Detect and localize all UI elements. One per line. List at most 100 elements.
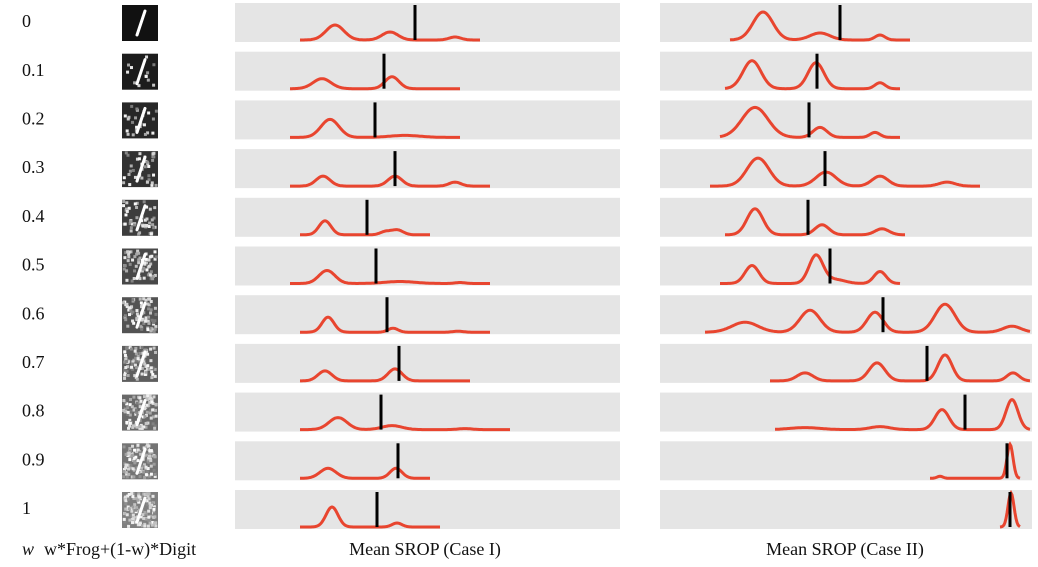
thumbnail-noise — [152, 320, 156, 324]
thumbnail-noise — [153, 257, 157, 261]
thumbnail-noise — [151, 494, 155, 498]
thumbnail-noise — [131, 258, 135, 262]
thumbnail-noise — [126, 250, 130, 254]
thumbnail-noise — [141, 509, 145, 513]
thumbnail-digit — [135, 106, 147, 134]
thumbnail-digit — [135, 447, 147, 475]
thumbnail-noise — [129, 229, 133, 233]
thumbnail-noise — [128, 397, 132, 401]
thumbnail-noise — [128, 518, 132, 522]
thumbnail-noise — [140, 326, 144, 330]
thumbnail-noise — [134, 508, 138, 512]
thumbnail-noise — [135, 359, 139, 363]
thumbnail-noise — [128, 262, 132, 266]
thumbnail-noise — [151, 422, 155, 426]
thumbnail-noise — [144, 74, 148, 78]
thumbnail-noise — [150, 326, 154, 330]
thumbnail-noise — [123, 373, 127, 377]
w-label: 0.2 — [22, 109, 45, 129]
thumbnail-noise — [125, 129, 129, 133]
thumbnail-noise — [148, 501, 152, 505]
thumbnail-noise — [147, 515, 151, 519]
thumbnail-noise — [146, 328, 150, 332]
thumbnail-noise — [146, 467, 150, 471]
thumbnail-noise — [147, 178, 151, 182]
thumbnail-noise — [125, 369, 129, 373]
thumbnail-noise — [137, 470, 141, 474]
thumbnail-noise — [135, 125, 139, 129]
thumbnail-noise — [135, 408, 139, 412]
thumbnail-noise — [136, 445, 140, 449]
thumbnail-noise — [126, 494, 130, 498]
thumbnail-noise — [137, 157, 141, 161]
thumbnail-noise — [146, 352, 150, 356]
thumbnail-noise — [127, 467, 131, 471]
thumbnail-noise — [137, 411, 141, 415]
thumbnail-noise — [138, 401, 142, 405]
thumbnail-noise — [147, 492, 151, 496]
thumbnail-noise — [133, 461, 137, 465]
thumbnail-noise — [145, 180, 149, 184]
thumbnail-noise — [141, 513, 145, 517]
thumbnail-noise — [148, 506, 152, 510]
thumbnail-noise — [144, 517, 148, 521]
thumbnail-noise — [133, 202, 137, 206]
thumbnail-noise — [129, 250, 133, 254]
w-label: 1 — [22, 498, 31, 518]
thumbnail-noise — [154, 524, 158, 528]
thumbnail-noise — [123, 367, 127, 371]
thumbnail-noise — [137, 500, 141, 504]
thumbnail-noise — [152, 395, 156, 399]
thumbnail-noise — [139, 399, 143, 403]
thumbnail-noise — [136, 357, 140, 361]
thumbnail-noise — [142, 359, 146, 363]
thumbnail-noise — [131, 120, 135, 124]
thumbnail-noise — [151, 274, 155, 278]
thumbnail-digit — [135, 204, 147, 232]
thumbnail-noise — [143, 511, 147, 515]
thumbnail-noise — [148, 255, 152, 259]
thumbnail-noise — [146, 78, 150, 82]
thumbnail-noise — [147, 164, 151, 168]
thumbnail-noise — [154, 109, 158, 113]
thumbnail-noise — [148, 452, 152, 456]
thumbnail-noise — [127, 255, 131, 259]
thumbnail-noise — [131, 467, 135, 471]
thumbnail-noise — [143, 218, 147, 222]
thumbnail-noise — [123, 114, 127, 118]
thumbnail-noise — [123, 407, 127, 411]
thumbnail-noise — [125, 420, 129, 424]
thumbnail-noise — [138, 396, 142, 400]
thumbnail-noise — [133, 349, 137, 353]
thumbnail-noise — [134, 424, 138, 428]
thumbnail-noise — [125, 475, 129, 479]
thumbnail-noise — [146, 71, 150, 75]
panel — [235, 197, 620, 237]
thumbnail-noise — [152, 500, 156, 504]
thumbnail-noise — [141, 465, 145, 469]
thumbnail-noise — [149, 329, 153, 333]
thumbnail-noise — [142, 516, 146, 520]
thumbnail-noise — [141, 415, 145, 419]
thumbnail-noise — [122, 200, 126, 204]
density-curve — [300, 219, 430, 237]
thumbnail-noise — [149, 408, 153, 412]
thumbnail-noise — [123, 520, 127, 524]
thumbnail-digit — [135, 253, 147, 280]
thumbnail-noise — [126, 132, 130, 136]
thumbnail-noise — [147, 367, 151, 371]
thumbnail-noise — [142, 123, 146, 127]
thumbnail-noise — [152, 155, 156, 159]
thumbnail-noise — [143, 524, 147, 528]
panel — [235, 3, 620, 42]
thumbnail-noise — [130, 452, 134, 456]
thumbnail-noise — [124, 502, 128, 506]
panel — [235, 392, 620, 432]
thumbnail-noise — [144, 257, 148, 261]
thumbnail-noise — [144, 365, 148, 369]
thumbnail-noise — [151, 408, 155, 412]
thumbnail-noise — [133, 269, 137, 273]
w-label: 0.4 — [22, 206, 45, 226]
thumbnail-noise — [150, 183, 154, 187]
thumbnail-noise — [127, 306, 131, 310]
